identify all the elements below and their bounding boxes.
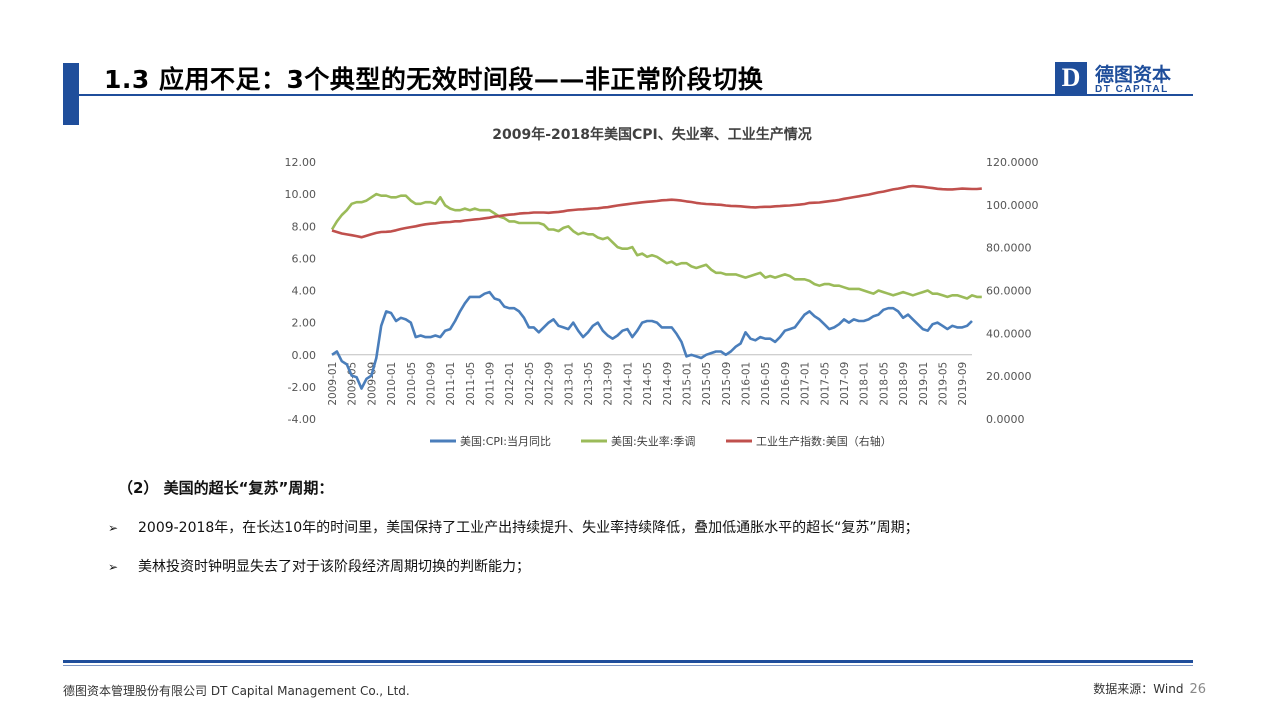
title-underline bbox=[79, 94, 1193, 96]
x-tick-label: 2010-01 bbox=[386, 362, 398, 406]
y-right-tick-label: 100.0000 bbox=[986, 199, 1039, 212]
x-tick-label: 2012-05 bbox=[524, 362, 536, 406]
x-tick-label: 2019-09 bbox=[957, 362, 969, 406]
x-tick-label: 2013-01 bbox=[563, 362, 575, 406]
y-left-tick-label: 0.00 bbox=[292, 349, 317, 362]
x-tick-label: 2017-09 bbox=[839, 362, 851, 406]
y-right-tick-label: 80.0000 bbox=[986, 242, 1032, 255]
x-tick-label: 2013-05 bbox=[583, 362, 595, 406]
x-tick-label: 2014-05 bbox=[642, 362, 654, 406]
x-tick-label: 2011-05 bbox=[465, 362, 477, 406]
data-source: 数据来源：Wind bbox=[1093, 682, 1184, 696]
legend-label-3: 工业生产指数:美国（右轴） bbox=[756, 434, 892, 448]
x-tick-label: 2011-09 bbox=[485, 362, 497, 406]
y-left-tick-label: 6.00 bbox=[292, 252, 317, 265]
y-left-tick-label: 2.00 bbox=[292, 317, 317, 330]
series-line-3 bbox=[331, 184, 982, 239]
macro-chart: 2009年-2018年美国CPI、失业率、工业生产情况 -4.00 -2.00 0.0… bbox=[270, 118, 1050, 463]
chart-svg: 2009年-2018年美国CPI、失业率、工业生产情况 -4.00 -2.00 0.0… bbox=[285, 126, 1039, 448]
y-left-tick-label: 10.00 bbox=[285, 188, 317, 201]
x-tick-label: 2018-09 bbox=[898, 362, 910, 406]
logo-en-text: DT CAPITAL bbox=[1095, 84, 1169, 95]
x-tick-label: 2017-05 bbox=[819, 362, 831, 406]
x-tick-label: 2016-09 bbox=[780, 362, 792, 406]
y-left-tick-label: -2.00 bbox=[288, 381, 316, 394]
page-title: 1.3 应用不足：3个典型的无效时间段——非正常阶段切换 bbox=[104, 65, 764, 94]
x-tick-label: 2010-05 bbox=[406, 362, 418, 406]
x-tick-label: 2012-01 bbox=[504, 362, 516, 406]
title-accent-bar bbox=[63, 63, 79, 125]
x-tick-label: 2018-05 bbox=[878, 362, 890, 406]
x-tick-label: 2019-01 bbox=[918, 362, 930, 406]
legend-label-1: 美国:CPI:当月同比 bbox=[460, 434, 551, 448]
footer-rule-thin bbox=[63, 665, 1193, 666]
y-right-tick-label: 20.0000 bbox=[986, 370, 1032, 383]
x-tick-label: 2011-01 bbox=[445, 362, 457, 406]
footer-source: 数据来源：Wind 26 bbox=[1093, 680, 1206, 697]
y-right-tick-label: 0.0000 bbox=[986, 413, 1025, 426]
x-tick-label: 2019-05 bbox=[937, 362, 949, 406]
x-tick-label: 2015-09 bbox=[721, 362, 733, 406]
company-logo: D 德图资本 DT CAPITAL bbox=[1055, 60, 1185, 98]
x-tick-label: 2014-01 bbox=[622, 362, 634, 406]
series-line-1 bbox=[331, 290, 973, 390]
x-tick-label: 2009-01 bbox=[327, 362, 339, 406]
bullet-arrow-icon: ➢ bbox=[108, 521, 119, 535]
footer-rule bbox=[63, 660, 1193, 663]
bullet-point-2: ➢ 美林投资时钟明显失去了对于该阶段经济周期切换的判断能力； bbox=[108, 556, 530, 576]
x-tick-label: 2017-01 bbox=[800, 362, 812, 406]
y-left-tick-label: 8.00 bbox=[292, 220, 317, 233]
bullet-point-1: ➢ 2009-2018年，在长达10年的时间里，美国保持了工业产出持续提升、失业率… bbox=[108, 517, 919, 537]
section-subheading: （2） 美国的超长“复苏”周期： bbox=[118, 479, 334, 497]
x-tick-label: 2016-01 bbox=[741, 362, 753, 406]
page-number: 26 bbox=[1189, 682, 1206, 697]
x-tick-label: 2010-09 bbox=[425, 362, 437, 406]
logo-cn-text: 德图资本 bbox=[1095, 64, 1172, 86]
y-right-tick-label: 120.0000 bbox=[986, 156, 1039, 169]
bullet-text-1: 2009-2018年，在长达10年的时间里，美国保持了工业产出持续提升、失业率持… bbox=[138, 520, 919, 536]
x-tick-label: 2013-09 bbox=[603, 362, 615, 406]
bullet-text-2: 美林投资时钟明显失去了对于该阶段经济周期切换的判断能力； bbox=[138, 559, 530, 575]
x-tick-label: 2014-09 bbox=[662, 362, 674, 406]
x-tick-label: 2012-09 bbox=[544, 362, 556, 406]
footer-company: 德图资本管理股份有限公司 DT Capital Management Co., … bbox=[63, 684, 410, 698]
x-tick-label: 2016-05 bbox=[760, 362, 772, 406]
y-right-tick-label: 40.0000 bbox=[986, 327, 1032, 340]
y-left-tick-label: 12.00 bbox=[285, 156, 317, 169]
legend-label-2: 美国:失业率:季调 bbox=[611, 434, 695, 448]
x-tick-label: 2015-01 bbox=[681, 362, 693, 406]
x-tick-label: 2018-01 bbox=[859, 362, 871, 406]
y-right-tick-label: 60.0000 bbox=[986, 285, 1032, 298]
logo-mark-icon: D bbox=[1055, 62, 1087, 94]
series-line-2 bbox=[330, 192, 982, 300]
y-left-tick-label: 4.00 bbox=[292, 285, 317, 298]
x-tick-label: 2009-09 bbox=[366, 362, 378, 406]
x-tick-label: 2015-05 bbox=[701, 362, 713, 406]
y-left-tick-label: -4.00 bbox=[288, 413, 316, 426]
chart-title: 2009年-2018年美国CPI、失业率、工业生产情况 bbox=[492, 126, 811, 143]
bullet-arrow-icon: ➢ bbox=[108, 560, 119, 574]
